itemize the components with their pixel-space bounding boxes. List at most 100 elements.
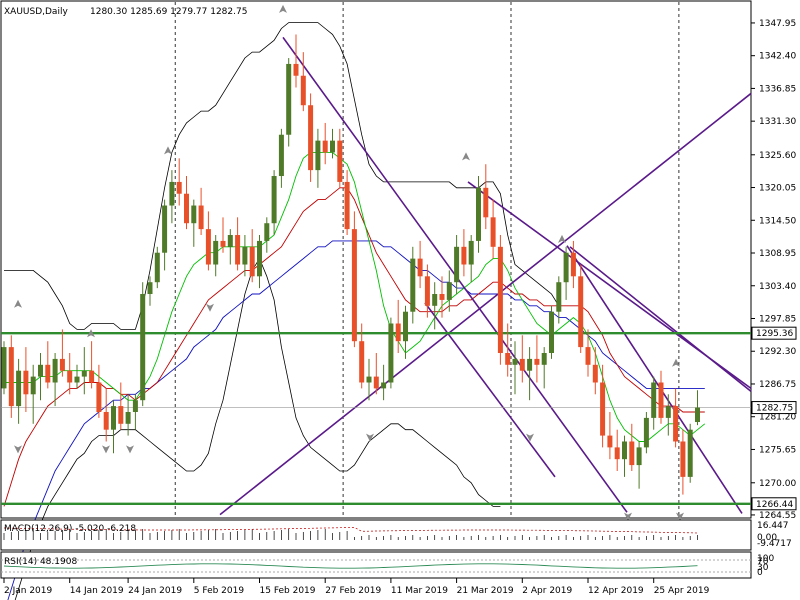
fractal-down-arrow	[366, 433, 374, 442]
candle-body	[643, 417, 649, 448]
candle-body	[527, 358, 533, 371]
price-tick-label: 1281.20	[759, 413, 796, 423]
fractal-down-arrow	[102, 445, 110, 454]
fractal-up-arrow	[462, 152, 470, 161]
candle-body	[205, 229, 211, 265]
price-tick-label: 1320.05	[759, 184, 796, 194]
candle-body	[125, 411, 131, 424]
candle-body	[651, 382, 657, 418]
candle-body	[30, 376, 36, 395]
price-tick-label: 1275.65	[759, 445, 796, 455]
candle-body	[337, 140, 343, 182]
channel-line	[424, 302, 556, 478]
price-tick-label: 1270.00	[759, 479, 796, 489]
candle-body	[410, 258, 416, 312]
fractal-up-arrow	[14, 299, 22, 308]
candle-body	[213, 240, 219, 265]
time-tick-label: 2 Jan 2019	[4, 586, 52, 596]
candle-body	[300, 75, 306, 106]
candle-body	[45, 364, 51, 383]
candle-body	[38, 364, 43, 377]
rsi-window-frame	[0, 551, 752, 579]
candle-body	[476, 187, 481, 241]
candle-body	[278, 134, 284, 177]
macd-histogram	[3, 527, 698, 540]
candle-body	[257, 240, 262, 277]
fractal-down-arrow	[624, 512, 632, 521]
candle-body	[585, 347, 591, 365]
candle-body	[8, 347, 14, 407]
horizontal-levels: 1295.36 1266.44 1282.75	[1, 326, 797, 511]
candle-body	[403, 311, 408, 342]
price-tick-label: 1342.40	[759, 52, 796, 62]
candle-body	[483, 187, 489, 218]
candle-body	[549, 311, 554, 354]
candle-body	[16, 370, 22, 407]
price-tick-label: 1331.30	[759, 117, 796, 127]
candle-body	[570, 252, 576, 277]
fractal-down-arrow	[126, 445, 134, 454]
candle-body	[23, 370, 29, 395]
candle-body	[235, 235, 241, 265]
candle-body	[373, 376, 379, 389]
candle-body	[227, 235, 233, 247]
fractal-up-arrow	[87, 329, 95, 338]
candle-body	[673, 406, 679, 442]
candle-body	[446, 282, 452, 300]
candle-body	[534, 358, 540, 365]
candle-body	[468, 240, 474, 265]
fractal-down-arrow	[206, 303, 214, 312]
chart-ohlc: 1280.30 1285.69 1279.77 1282.75	[90, 7, 247, 17]
candle-body	[578, 276, 584, 348]
time-tick-label: 25 Apr 2019	[654, 586, 710, 596]
candle-body	[351, 229, 357, 342]
candle-body	[432, 294, 438, 306]
candle-body	[271, 176, 277, 224]
band-upper-line	[4, 22, 560, 330]
fractal-down-arrow	[676, 512, 684, 521]
candle-body	[454, 246, 460, 283]
macd-window-frame	[0, 519, 752, 551]
candle-body	[103, 411, 109, 430]
candle-body	[154, 252, 160, 283]
candle-body	[512, 358, 518, 365]
candle-body	[600, 382, 606, 436]
candle-body	[140, 294, 146, 401]
price-tick-label: 1297.85	[759, 314, 796, 324]
candle-body	[505, 353, 511, 365]
candle-body	[614, 447, 620, 460]
candle-body	[67, 370, 73, 383]
candle-body	[680, 441, 686, 477]
time-axis: 2 Jan 2019 14 Jan 2019 24 Jan 2019 5 Feb 20…	[3, 578, 710, 596]
channel-line	[569, 246, 752, 392]
time-tick-label: 21 Mar 2019	[457, 586, 514, 596]
candle-body	[497, 246, 503, 354]
candle-body	[636, 447, 642, 466]
candle-body	[52, 358, 58, 383]
candle-body	[191, 205, 197, 224]
rsi-axis-label: 70	[757, 557, 769, 567]
price-tick-label: 1314.50	[759, 216, 796, 226]
candle-body	[293, 63, 299, 76]
candle-body	[607, 435, 613, 448]
rsi-series-line	[3, 563, 698, 569]
macd-axis-label: 16.447	[757, 521, 789, 531]
rsi-axis-label: 100	[757, 554, 774, 564]
time-tick-label: 2 Apr 2019	[522, 586, 572, 596]
candlesticks	[1, 34, 700, 495]
price-tick-label: 1308.95	[759, 249, 796, 259]
time-tick-label: 15 Feb 2019	[260, 586, 316, 596]
time-tick-label: 12 Apr 2019	[588, 586, 644, 596]
candle-body	[344, 181, 350, 230]
current-price-box	[751, 401, 797, 415]
fractal-up-arrow	[279, 4, 287, 13]
current-price-label: 1282.75	[756, 404, 793, 414]
candle-body	[147, 282, 153, 295]
candle-body	[89, 370, 95, 383]
candle-body	[622, 441, 627, 460]
price-level-box	[751, 326, 797, 340]
candle-body	[286, 63, 292, 135]
candle-body	[176, 181, 182, 194]
candle-body	[184, 193, 189, 224]
